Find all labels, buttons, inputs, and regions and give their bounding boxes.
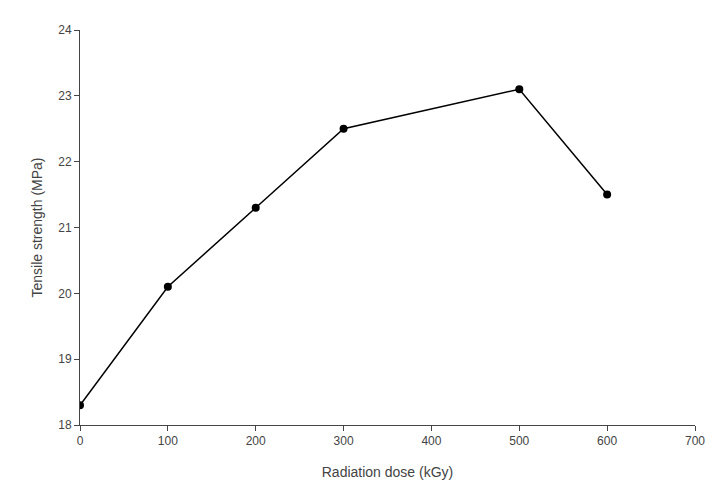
- svg-text:0: 0: [77, 434, 84, 448]
- svg-text:600: 600: [597, 434, 617, 448]
- svg-text:100: 100: [158, 434, 178, 448]
- svg-text:200: 200: [246, 434, 266, 448]
- svg-text:Radiation dose (kGy): Radiation dose (kGy): [322, 464, 454, 480]
- svg-text:300: 300: [334, 434, 354, 448]
- svg-text:700: 700: [685, 434, 705, 448]
- svg-text:21: 21: [58, 221, 72, 235]
- svg-text:20: 20: [58, 287, 72, 301]
- svg-text:19: 19: [58, 352, 72, 366]
- svg-text:400: 400: [421, 434, 441, 448]
- svg-text:24: 24: [58, 23, 72, 37]
- svg-text:Tensile strength (MPa): Tensile strength (MPa): [29, 157, 45, 297]
- svg-text:22: 22: [58, 155, 72, 169]
- svg-text:23: 23: [58, 89, 72, 103]
- svg-text:18: 18: [58, 418, 72, 432]
- svg-text:500: 500: [509, 434, 529, 448]
